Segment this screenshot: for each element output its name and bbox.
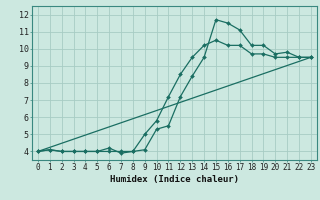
X-axis label: Humidex (Indice chaleur): Humidex (Indice chaleur)	[110, 175, 239, 184]
